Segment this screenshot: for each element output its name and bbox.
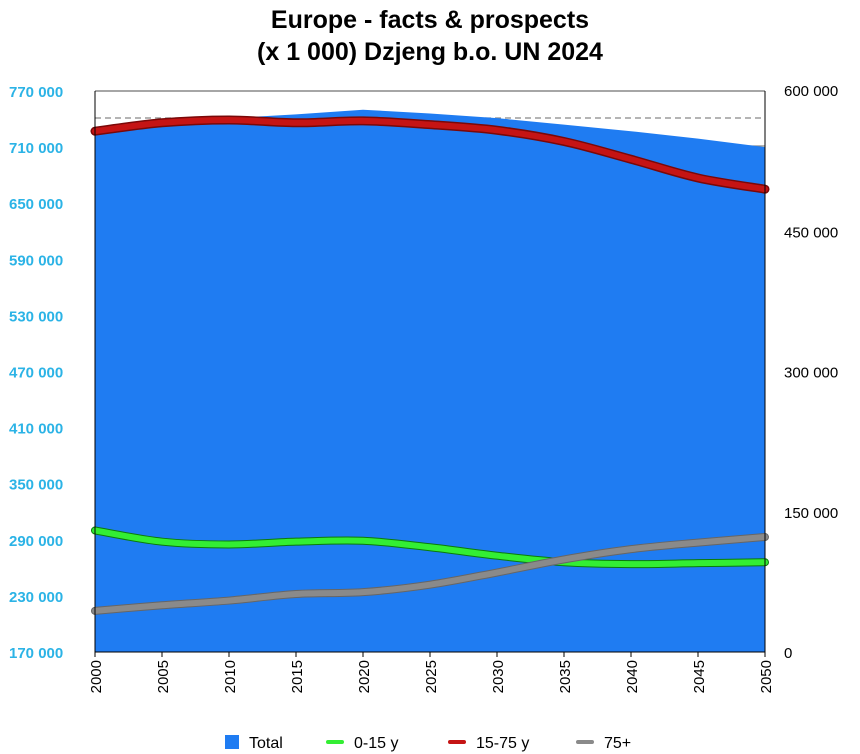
chart-title-line1: Europe - facts & prospects: [270, 6, 590, 34]
x-tick-label: 2045: [691, 660, 708, 693]
area-layer: [95, 109, 765, 652]
legend-item-75plus: 75+: [576, 735, 631, 752]
right-tick-label: 300 000: [784, 365, 838, 382]
x-tick-label: 2015: [289, 660, 306, 693]
right-tick-label: 150 000: [784, 505, 838, 522]
left-axis: 170 000 230 000 290 000 350 000 410 000 470 0…: [9, 84, 96, 662]
series-line-75plus: [92, 533, 768, 614]
left-tick-label: 170 000: [9, 645, 63, 662]
x-tick-label: 2020: [356, 660, 373, 693]
legend-label: 15-75 y: [476, 735, 529, 752]
chart-title-line2: (x 1 000) Dzjeng b.o. UN 2024: [257, 38, 603, 66]
legend: Total 0-15 y 15-75 y 75+: [225, 735, 631, 752]
left-tick-label: 650 000: [9, 196, 63, 213]
left-tick-label: 230 000: [9, 589, 63, 606]
legend-swatch: [225, 735, 239, 749]
x-tick-label: 2040: [624, 660, 641, 693]
left-tick-label: 290 000: [9, 533, 63, 550]
series-line-15-75: [92, 116, 768, 193]
left-tick-label: 710 000: [9, 140, 63, 157]
legend-item-15-75: 15-75 y: [448, 735, 529, 752]
legend-item-0-15: 0-15 y: [326, 735, 398, 752]
series-area-total: [95, 109, 765, 652]
left-tick-label: 770 000: [9, 84, 63, 101]
left-tick-label: 410 000: [9, 421, 63, 438]
legend-label: 0-15 y: [354, 735, 398, 752]
legend-item-total: Total: [225, 735, 283, 752]
legend-label: 75+: [604, 735, 631, 752]
left-tick-label: 590 000: [9, 252, 63, 269]
left-tick-label: 350 000: [9, 477, 63, 494]
x-tick-label: 2050: [758, 660, 775, 693]
right-tick-label: 0: [784, 645, 792, 662]
left-tick-label: 530 000: [9, 308, 63, 325]
chart-title: Europe - facts & prospects (x 1 000) Dzj…: [0, 4, 860, 68]
x-tick-label: 2025: [423, 660, 440, 693]
x-tick-label: 2030: [490, 660, 507, 693]
line-layer: [90, 115, 770, 615]
left-tick-label: 470 000: [9, 365, 63, 382]
x-tick-label: 2010: [222, 660, 239, 693]
x-tick-label: 2005: [155, 660, 172, 693]
x-tick-label: 2000: [88, 660, 105, 693]
series-line-0-15: [92, 527, 768, 568]
x-tick-label: 2035: [557, 660, 574, 693]
x-axis: 2000 2005 2010 2015 2020 2025 2030 2035 2040 2045…: [88, 651, 775, 693]
right-tick-label: 600 000: [784, 83, 838, 100]
legend-label: Total: [249, 735, 283, 752]
right-axis: 0 150 000 300 000 450 000 600 000: [764, 83, 838, 662]
right-tick-label: 450 000: [784, 224, 838, 241]
